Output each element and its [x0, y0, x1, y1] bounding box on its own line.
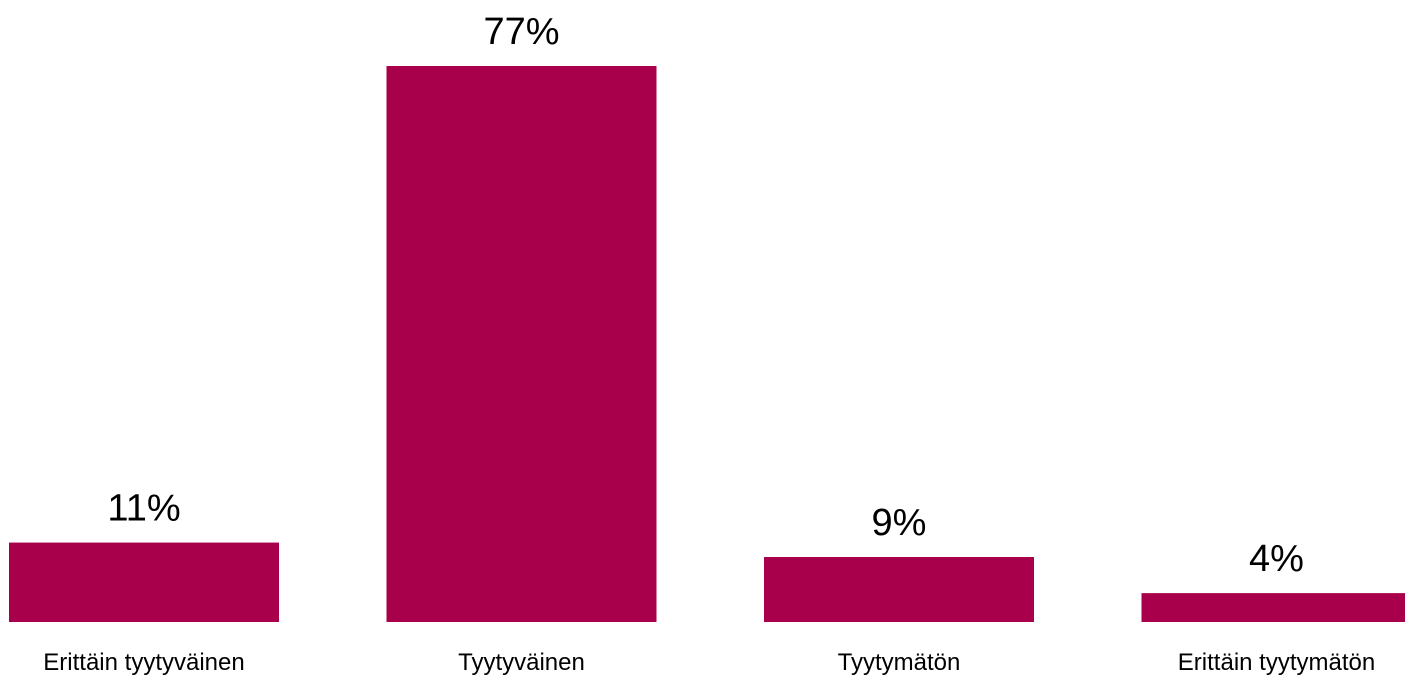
category-labels-group: Erittäin tyytyväinen Tyytyväinen Tyytymätö… — [43, 649, 1375, 675]
data-label-2: 77% — [483, 11, 559, 53]
data-label-3: 9% — [872, 502, 927, 544]
bar-1 — [9, 542, 279, 622]
bar-3 — [764, 557, 1034, 622]
category-label-2: Tyytyväinen — [458, 649, 585, 675]
category-label-4: Erittäin tyytymätön — [1178, 649, 1375, 675]
bar-4 — [1141, 593, 1405, 622]
category-label-1: Erittäin tyytyväinen — [43, 649, 244, 675]
category-label-3: Tyytymätön — [838, 649, 961, 675]
value-labels-group: 11% 77% 9% 4% — [107, 11, 1304, 580]
bar-2 — [386, 66, 657, 622]
data-label-1: 11% — [107, 488, 180, 530]
bars-group — [9, 66, 1405, 622]
data-label-4: 4% — [1249, 538, 1304, 580]
